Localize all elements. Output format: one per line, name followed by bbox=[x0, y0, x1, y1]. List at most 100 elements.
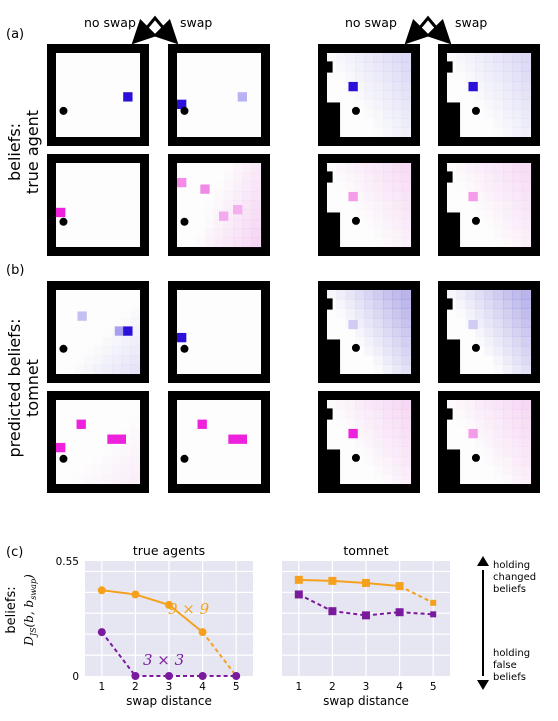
object-marker bbox=[56, 207, 66, 218]
grid-panel-1 bbox=[47, 44, 149, 146]
chart-title: tomnet bbox=[343, 543, 388, 558]
agent-dot bbox=[180, 217, 189, 226]
series-label-3x3: 3 × 3 bbox=[143, 651, 184, 669]
object-marker bbox=[56, 442, 66, 453]
data-point bbox=[97, 586, 106, 595]
agent-dot bbox=[59, 217, 68, 226]
data-point bbox=[362, 611, 370, 620]
object-marker bbox=[107, 434, 126, 444]
no-swap-label-right: no swap bbox=[345, 15, 397, 30]
data-point bbox=[198, 628, 207, 637]
object-marker bbox=[197, 419, 207, 429]
data-point bbox=[328, 607, 337, 616]
chart-title: true agents bbox=[133, 543, 205, 558]
x-tick-label: 3 bbox=[363, 681, 370, 693]
arrow-top-1: holding bbox=[493, 560, 530, 571]
agent-dot bbox=[180, 106, 189, 115]
object-marker bbox=[348, 319, 358, 330]
object-marker bbox=[228, 434, 247, 444]
series-line-segment bbox=[298, 578, 333, 582]
agent-dot bbox=[351, 343, 360, 352]
grid-panel-10 bbox=[168, 281, 270, 383]
agent-dot bbox=[471, 106, 480, 115]
object-marker bbox=[123, 92, 133, 102]
grid-panel-8 bbox=[438, 154, 540, 256]
object-marker bbox=[123, 326, 133, 336]
object-marker bbox=[468, 428, 478, 439]
grid-panel-11 bbox=[318, 281, 420, 383]
object-marker bbox=[348, 81, 358, 92]
arrow-bottom-3: beliefs bbox=[493, 672, 526, 683]
object-marker bbox=[468, 81, 478, 92]
data-point bbox=[430, 611, 437, 618]
panel-c-label: (c) bbox=[6, 545, 23, 560]
grid-panel-4 bbox=[438, 44, 540, 146]
series-line-segment bbox=[365, 581, 400, 588]
series-line-segment bbox=[332, 610, 367, 617]
arrow-top-2: changed bbox=[493, 572, 536, 583]
grid-panel-16 bbox=[438, 391, 540, 493]
object-marker bbox=[114, 326, 125, 336]
agent-dot bbox=[471, 343, 480, 352]
agent-dot bbox=[59, 344, 68, 353]
c-ylabel: beliefs: bbox=[4, 586, 19, 633]
x-tick-label: 5 bbox=[233, 681, 240, 693]
c-ylabel-math: DJS(b, bswap) bbox=[22, 574, 38, 647]
series-line-segment bbox=[399, 585, 434, 604]
object-marker bbox=[348, 191, 358, 202]
data-point bbox=[131, 590, 140, 599]
x-tick-label: 4 bbox=[396, 681, 403, 693]
series-line-segment bbox=[365, 611, 400, 617]
data-point bbox=[395, 608, 404, 617]
grid-panel-9 bbox=[47, 281, 149, 383]
chart-tomnet: tomnet 1 2 3 4 5 swap distance bbox=[282, 543, 450, 708]
y-tick-label: 0.55 bbox=[56, 556, 79, 568]
arrow-bottom-1: holding bbox=[493, 648, 530, 659]
object-marker bbox=[219, 211, 229, 221]
object-marker bbox=[468, 319, 478, 330]
agent-dot bbox=[180, 344, 189, 353]
grid-panel-15 bbox=[318, 391, 420, 493]
arrow-bottom-2: false bbox=[493, 660, 517, 671]
agent-dot bbox=[471, 216, 480, 225]
object-marker bbox=[237, 92, 247, 102]
series-label-9x9: 9 × 9 bbox=[168, 600, 210, 618]
data-point bbox=[294, 575, 303, 584]
object-marker bbox=[76, 419, 86, 429]
data-point bbox=[165, 600, 173, 609]
series-line-segment bbox=[101, 589, 136, 596]
agent-dot bbox=[351, 216, 360, 225]
branch-arrow-left bbox=[131, 15, 179, 45]
grid-panel-2 bbox=[168, 44, 270, 146]
x-tick-label: 2 bbox=[329, 681, 336, 693]
x-axis-label: swap distance bbox=[126, 694, 212, 708]
data-point bbox=[362, 578, 370, 587]
object-marker bbox=[233, 205, 243, 215]
data-point bbox=[232, 672, 241, 680]
series-line-segment bbox=[332, 579, 367, 584]
x-tick-label: 2 bbox=[132, 681, 139, 693]
x-axis-label: swap distance bbox=[323, 694, 409, 708]
x-tick-label: 3 bbox=[166, 681, 173, 693]
row-a-label-line1: beliefs: bbox=[5, 123, 24, 181]
object-marker bbox=[177, 99, 187, 109]
grid-panel-13 bbox=[47, 391, 149, 493]
panel-a-label: (a) bbox=[6, 27, 24, 42]
data-point bbox=[198, 672, 207, 680]
swap-label-left: swap bbox=[180, 15, 212, 30]
panel-b-label: (b) bbox=[6, 263, 24, 278]
grid-panel-7 bbox=[318, 154, 420, 256]
agent-dot bbox=[180, 454, 189, 463]
series-line-segment bbox=[298, 593, 333, 613]
x-tick-label: 4 bbox=[199, 681, 206, 693]
object-marker bbox=[468, 191, 478, 202]
x-tick-label: 1 bbox=[295, 681, 302, 693]
data-point bbox=[97, 628, 106, 637]
branch-arrow-right bbox=[404, 15, 452, 45]
row-a-label-line2: true agent bbox=[23, 110, 42, 194]
series-line-segment bbox=[135, 593, 170, 606]
grid-world-panels bbox=[47, 44, 540, 493]
grid-panel-5 bbox=[47, 154, 149, 256]
series-line-segment bbox=[201, 631, 237, 677]
